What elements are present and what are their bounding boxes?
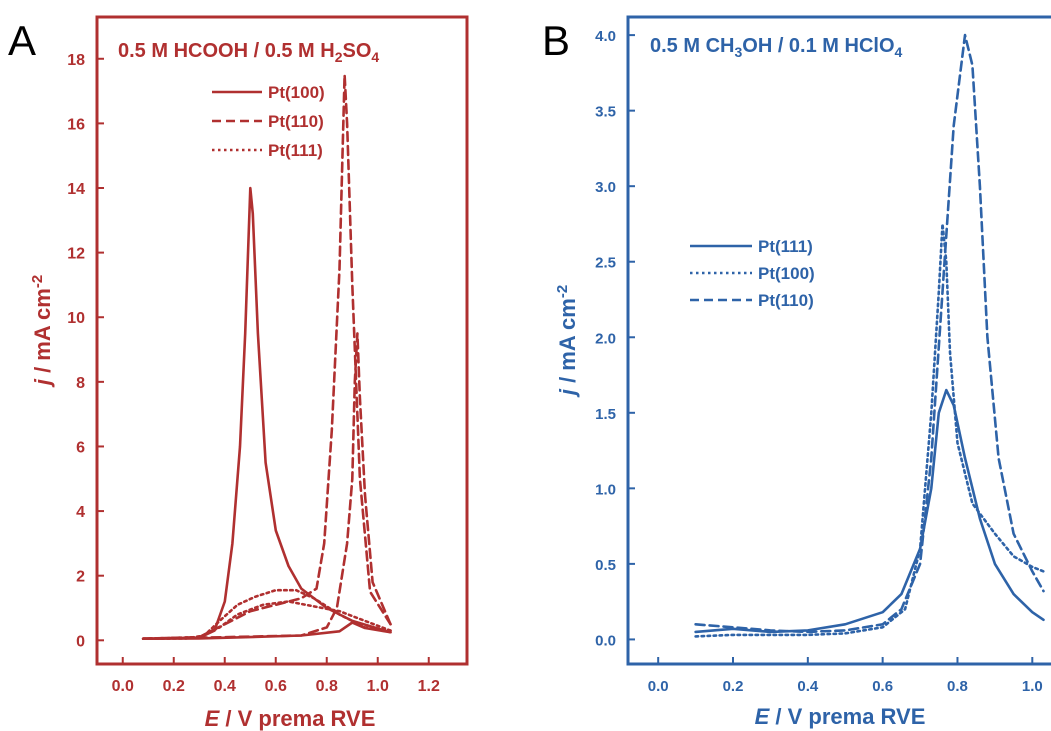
series-pt110-line (694, 33, 1045, 634)
y-tick-label: 0.5 (595, 557, 616, 574)
panel-a-frame (95, 15, 469, 666)
x-tick-label: 0.2 (723, 678, 744, 695)
y-tick-label: 4 (76, 504, 85, 521)
panel-a-xlabel-rest: / V prema RVE (219, 706, 375, 731)
panel-b-plot: 0.0 0.2 0.4 0.6 0.8 1.0 0.0 0.5 1.0 1.5 2.0 2.5 3.0 3… (595, 15, 1051, 695)
y-tick-label: 3.0 (595, 179, 616, 196)
series-pt111-line (141, 600, 392, 640)
x-tick-label: 0.4 (214, 678, 236, 695)
y-tick-label: 2 (76, 569, 85, 586)
panel-a-xlabel-var: E (205, 706, 221, 731)
panel-b-title-main: 0.5 M CH (650, 35, 734, 57)
panel-a-title-sub2: 4 (371, 49, 379, 65)
y-tick-label: 0 (76, 633, 85, 650)
panel-b-xlabel: E / V prema RVE (755, 704, 926, 729)
x-tick-label: 0.4 (797, 678, 819, 695)
y-tick-label: 10 (67, 310, 85, 327)
x-tick-label: 0.0 (648, 678, 669, 695)
panel-b-ylabel-var: j (555, 388, 580, 398)
plots: 0.0 0.2 0.4 0.6 0.8 1.0 1.2 0 2 4 6 8 10 12 14 16 18 Pt(1… (67, 15, 1051, 695)
panel-a-ylabel: j / mA cm-2 (29, 275, 55, 388)
y-tick-label: 2.0 (595, 330, 616, 347)
series-pt100-line (694, 222, 1045, 638)
series-pt110-line (141, 73, 392, 640)
y-tick-label: 12 (67, 246, 85, 263)
y-tick-label: 14 (67, 181, 85, 198)
series-pt111-line (141, 588, 392, 640)
x-tick-label: 0.6 (872, 678, 893, 695)
x-tick-label: 0.0 (112, 678, 134, 695)
x-tick-label: 1.0 (1022, 678, 1043, 695)
y-tick-label: 16 (67, 116, 85, 133)
panel-b-xlabel-var: E (755, 704, 771, 729)
y-tick-label: 3.5 (595, 104, 616, 121)
legend-label: Pt(111) (758, 237, 813, 256)
legend-label: Pt(110) (758, 291, 814, 310)
series-pt110-line (141, 332, 392, 640)
panel-label-a: A (8, 17, 36, 64)
x-tick-label: 0.6 (265, 678, 287, 695)
panel-a-ylabel-unit: / mA cm (30, 288, 55, 379)
panel-b-xlabel-rest: / V prema RVE (769, 704, 925, 729)
panel-b-title-sub2: 4 (895, 44, 903, 60)
x-tick-label: 0.8 (947, 678, 968, 695)
series-pt100-line (141, 621, 392, 640)
x-tick-label: 0.8 (316, 678, 338, 695)
panel-b-title-mid: OH / 0.1 M HClO (742, 35, 894, 57)
legend-label: Pt(100) (268, 83, 325, 102)
panel-a-plot: 0.0 0.2 0.4 0.6 0.8 1.0 1.2 0 2 4 6 8 10 12 14 16 18 Pt(1… (67, 15, 469, 695)
panel-b-ylabel: j / mA cm-2 (554, 285, 580, 398)
series-pt100-line (141, 186, 392, 640)
panel-b-title: 0.5 M CH3OH / 0.1 M HClO4 (650, 35, 903, 60)
panel-a-title: 0.5 M HCOOH / 0.5 M H2SO4 (118, 40, 379, 65)
y-tick-label: 2.5 (595, 255, 616, 272)
panel-b-ylabel-unit: / mA cm (555, 298, 580, 389)
y-tick-label: 0.0 (595, 632, 616, 649)
panel-a-title-mid: SO (343, 40, 372, 62)
y-tick-label: 6 (76, 439, 85, 456)
panel-a-title-sub1: 2 (335, 49, 343, 65)
x-tick-label: 1.2 (418, 678, 440, 695)
series-pt111-line (694, 388, 1045, 634)
panel-a-xlabel: E / V prema RVE (205, 706, 376, 731)
y-tick-label: 4.0 (595, 28, 616, 45)
y-tick-label: 1.5 (595, 406, 616, 423)
y-tick-label: 18 (67, 52, 85, 69)
y-tick-label: 8 (76, 375, 85, 392)
legend-label: Pt(110) (268, 112, 324, 131)
legend-label: Pt(111) (268, 141, 323, 160)
x-tick-label: 0.2 (163, 678, 185, 695)
panel-b-ylabel-sup: -2 (554, 285, 571, 298)
x-tick-label: 1.0 (367, 678, 389, 695)
panel-b-frame (626, 15, 1051, 666)
panel-a-ylabel-sup: -2 (29, 275, 46, 288)
panel-a-title-main: 0.5 M HCOOH / 0.5 M H (118, 40, 335, 62)
panel-label-b: B (542, 17, 570, 64)
panel-b-title-sub1: 3 (734, 44, 742, 60)
legend-label: Pt(100) (758, 264, 815, 283)
y-tick-label: 1.0 (595, 481, 616, 498)
panel-a-ylabel-var: j (30, 378, 55, 388)
